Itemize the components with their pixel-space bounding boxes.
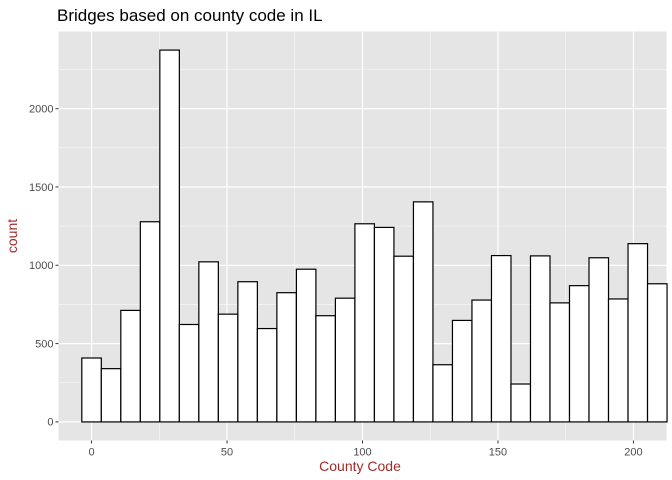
- histogram-bar: [646, 283, 668, 423]
- histogram-bar: [159, 49, 180, 423]
- histogram-bar: [81, 357, 102, 423]
- chart-title: Bridges based on county code in IL: [57, 6, 323, 25]
- x-tick-label: 200: [624, 447, 642, 459]
- histogram-bar: [295, 268, 317, 423]
- y-tick-label: 2000: [29, 103, 53, 115]
- y-tick-label: 0: [47, 417, 53, 429]
- x-tick-label: 100: [353, 447, 371, 459]
- y-axis-ticks: 0 500 1000 1500 2000: [29, 103, 59, 429]
- histogram-bar: [217, 313, 239, 423]
- histogram-bar: [120, 309, 141, 423]
- histogram-bar: [471, 299, 493, 423]
- y-axis-title: count: [4, 219, 20, 253]
- x-tick-label: 150: [489, 447, 507, 459]
- histogram-bar: [432, 364, 454, 423]
- histogram-bar: [549, 302, 571, 423]
- histogram-bar: [510, 383, 532, 423]
- histogram-bar: [588, 257, 610, 423]
- histogram-bar: [393, 255, 415, 423]
- x-tick-label: 0: [88, 447, 94, 459]
- histogram-bar: [100, 368, 122, 423]
- histogram-bar: [334, 297, 356, 423]
- histogram-bar: [178, 323, 200, 423]
- y-tick-label: 1000: [29, 260, 53, 272]
- histogram-bar: [373, 226, 395, 423]
- histogram-bar: [276, 292, 297, 423]
- histogram-bar: [315, 315, 337, 423]
- histogram-bar: [354, 223, 376, 423]
- histogram-bar: [568, 285, 590, 423]
- histogram-bar: [529, 255, 551, 423]
- histogram-bar: [490, 254, 512, 423]
- histogram-bar: [607, 298, 629, 423]
- histogram-bar: [139, 221, 161, 423]
- histogram-bar: [237, 281, 258, 423]
- histogram-bar: [412, 201, 434, 423]
- histogram-bar: [198, 261, 219, 423]
- histogram-bars: [81, 49, 668, 423]
- histogram-bar: [451, 319, 473, 423]
- x-tick-label: 50: [221, 447, 233, 459]
- histogram-bar: [627, 243, 649, 423]
- x-axis-ticks: 0 50 100 150 200: [88, 440, 643, 459]
- histogram-bar: [256, 327, 278, 423]
- y-tick-label: 1500: [29, 182, 53, 194]
- x-axis-title: County Code: [319, 458, 401, 474]
- y-tick-label: 500: [35, 338, 53, 350]
